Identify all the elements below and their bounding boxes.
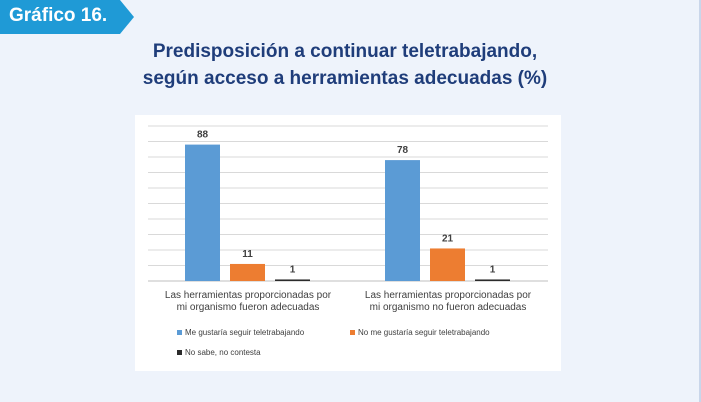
legend-swatch <box>177 330 182 335</box>
badge-label: Gráfico 16. <box>9 5 108 26</box>
data-label: 88 <box>197 130 209 141</box>
chart-panel: 88 11 1 Las herramientas proporcionadas por… <box>135 115 561 371</box>
data-label: 78 <box>397 145 409 156</box>
legend-label: No me gustaría seguir teletrabajando <box>358 328 490 337</box>
page-right-border <box>699 0 701 402</box>
chart-title-line-2: según acceso a herramientas adecuadas (%… <box>142 68 548 89</box>
legend-swatch <box>177 350 182 355</box>
chart-title-line-1: Predisposición a continuar teletrabajand… <box>152 41 538 62</box>
bar <box>385 160 420 281</box>
legend-label: Me gustaría seguir teletrabajando <box>185 328 305 337</box>
category-label: mi organismo fueron adecuadas <box>177 302 320 313</box>
legend-swatch <box>350 330 355 335</box>
data-label: 1 <box>290 264 296 275</box>
legend-label: No sabe, no contesta <box>185 348 261 357</box>
chart-number-badge: Gráfico 16. <box>0 0 134 34</box>
data-label: 11 <box>242 249 253 260</box>
bar <box>275 279 310 281</box>
category-label: mi organismo no fueron adecuadas <box>370 302 527 313</box>
data-label: 1 <box>490 264 496 275</box>
bar <box>430 248 465 281</box>
bar <box>475 279 510 281</box>
bar <box>230 263 265 281</box>
badge-background <box>0 0 134 34</box>
data-label: 21 <box>442 233 454 244</box>
category-label: Las herramientas proporcionadas por <box>365 290 532 301</box>
category-label: Las herramientas proporcionadas por <box>165 290 332 301</box>
bar <box>185 144 220 281</box>
chart-title: Predisposición a continuar teletrabajand… <box>0 38 690 92</box>
